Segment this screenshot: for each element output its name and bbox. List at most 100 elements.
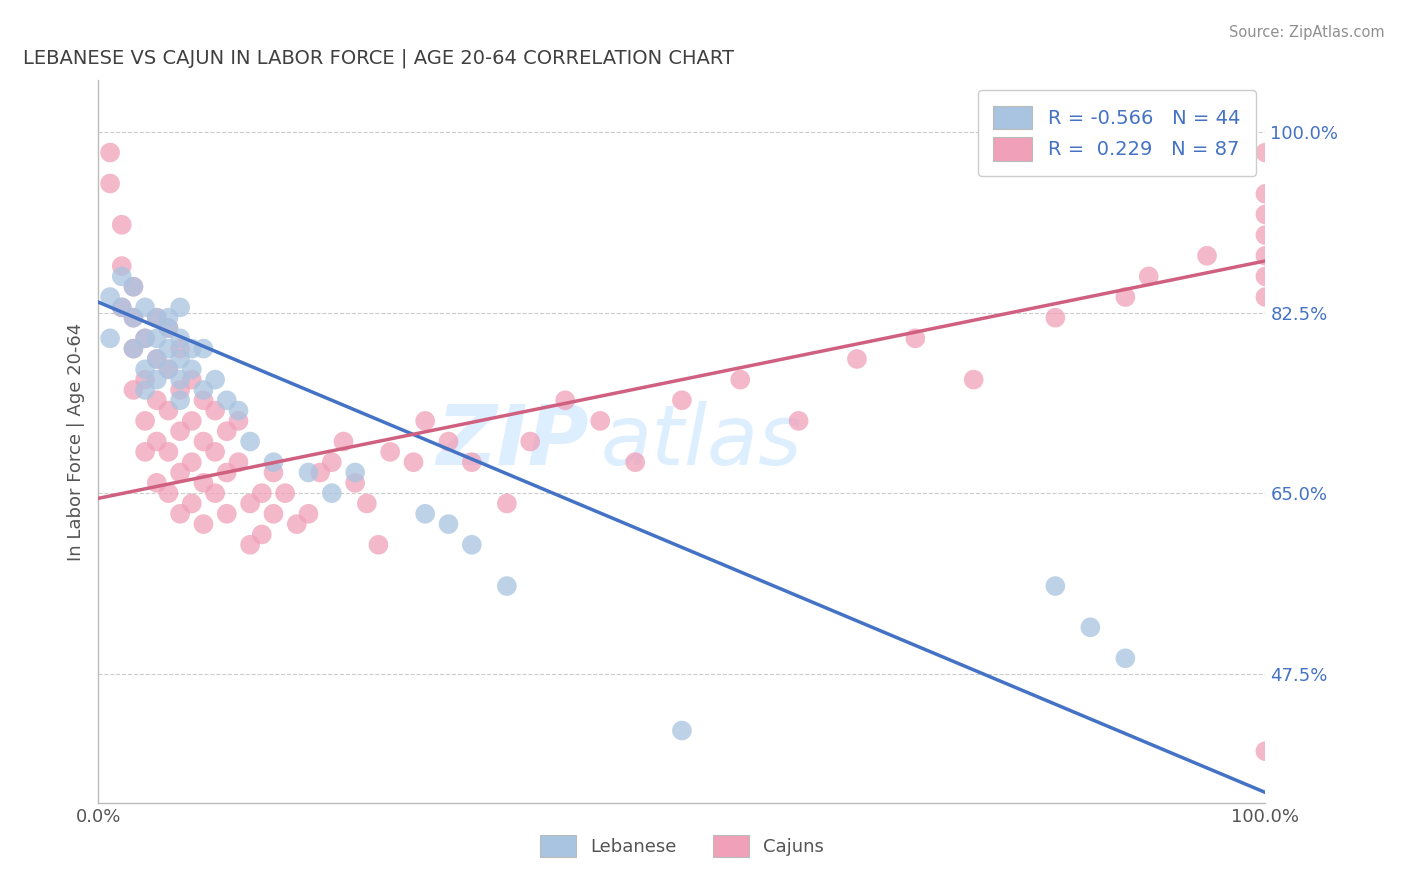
Point — [1254, 744, 1277, 758]
Point — [98, 177, 121, 191]
Point — [496, 496, 519, 510]
Point — [297, 466, 319, 480]
Point — [787, 414, 810, 428]
Point — [262, 455, 284, 469]
Point — [309, 466, 332, 480]
Point — [146, 475, 169, 490]
Point — [589, 414, 612, 428]
Point — [169, 383, 191, 397]
Point — [962, 373, 984, 387]
Point — [193, 434, 215, 449]
Point — [437, 434, 460, 449]
Point — [402, 455, 425, 469]
Point — [157, 403, 180, 417]
Point — [122, 279, 145, 293]
Point — [146, 351, 169, 366]
Point — [146, 310, 169, 325]
Point — [169, 373, 191, 387]
Point — [134, 301, 156, 315]
Point — [146, 393, 169, 408]
Text: ZIP: ZIP — [436, 401, 589, 482]
Point — [146, 310, 169, 325]
Point — [332, 434, 354, 449]
Point — [134, 445, 156, 459]
Point — [285, 517, 308, 532]
Point — [134, 331, 156, 345]
Point — [122, 310, 145, 325]
Point — [1195, 249, 1218, 263]
Point — [169, 507, 191, 521]
Point — [157, 310, 180, 325]
Point — [671, 393, 693, 408]
Point — [134, 362, 156, 376]
Point — [180, 362, 202, 376]
Point — [1114, 290, 1136, 304]
Text: LEBANESE VS CAJUN IN LABOR FORCE | AGE 20-64 CORRELATION CHART: LEBANESE VS CAJUN IN LABOR FORCE | AGE 2… — [22, 48, 734, 68]
Point — [157, 362, 180, 376]
Point — [1114, 651, 1136, 665]
Point — [250, 527, 273, 541]
Point — [111, 218, 134, 232]
Point — [193, 383, 215, 397]
Point — [321, 455, 343, 469]
Point — [262, 466, 284, 480]
Point — [413, 414, 436, 428]
Point — [122, 279, 145, 293]
Point — [344, 475, 367, 490]
Point — [111, 269, 134, 284]
Point — [169, 466, 191, 480]
Point — [1254, 290, 1277, 304]
Point — [111, 301, 134, 315]
Point — [180, 373, 202, 387]
Point — [204, 403, 226, 417]
Point — [193, 342, 215, 356]
Point — [169, 331, 191, 345]
Point — [169, 342, 191, 356]
Point — [193, 517, 215, 532]
Point — [496, 579, 519, 593]
Point — [193, 475, 215, 490]
Point — [169, 424, 191, 438]
Point — [228, 455, 250, 469]
Point — [180, 455, 202, 469]
Point — [193, 393, 215, 408]
Point — [1137, 269, 1160, 284]
Point — [1254, 228, 1277, 243]
Point — [904, 331, 927, 345]
Point — [1254, 269, 1277, 284]
Point — [1080, 620, 1102, 634]
Point — [437, 517, 460, 532]
Point — [204, 445, 226, 459]
Point — [367, 538, 389, 552]
Point — [1254, 186, 1277, 201]
Point — [228, 414, 250, 428]
Point — [134, 373, 156, 387]
Point — [169, 393, 191, 408]
Point — [134, 383, 156, 397]
Point — [157, 445, 180, 459]
Point — [215, 393, 238, 408]
Point — [180, 342, 202, 356]
Point — [228, 403, 250, 417]
Point — [169, 351, 191, 366]
Point — [344, 466, 367, 480]
Point — [122, 383, 145, 397]
Point — [111, 301, 134, 315]
Point — [215, 466, 238, 480]
Point — [519, 434, 541, 449]
Point — [250, 486, 273, 500]
Point — [157, 321, 180, 335]
Point — [146, 351, 169, 366]
Point — [1045, 310, 1067, 325]
Point — [730, 373, 752, 387]
Y-axis label: In Labor Force | Age 20-64: In Labor Force | Age 20-64 — [66, 322, 84, 561]
Point — [671, 723, 693, 738]
Point — [98, 290, 121, 304]
Point — [180, 414, 202, 428]
Point — [624, 455, 647, 469]
Text: Source: ZipAtlas.com: Source: ZipAtlas.com — [1229, 25, 1385, 40]
Point — [204, 373, 226, 387]
Point — [239, 496, 262, 510]
Point — [215, 507, 238, 521]
Point — [274, 486, 297, 500]
